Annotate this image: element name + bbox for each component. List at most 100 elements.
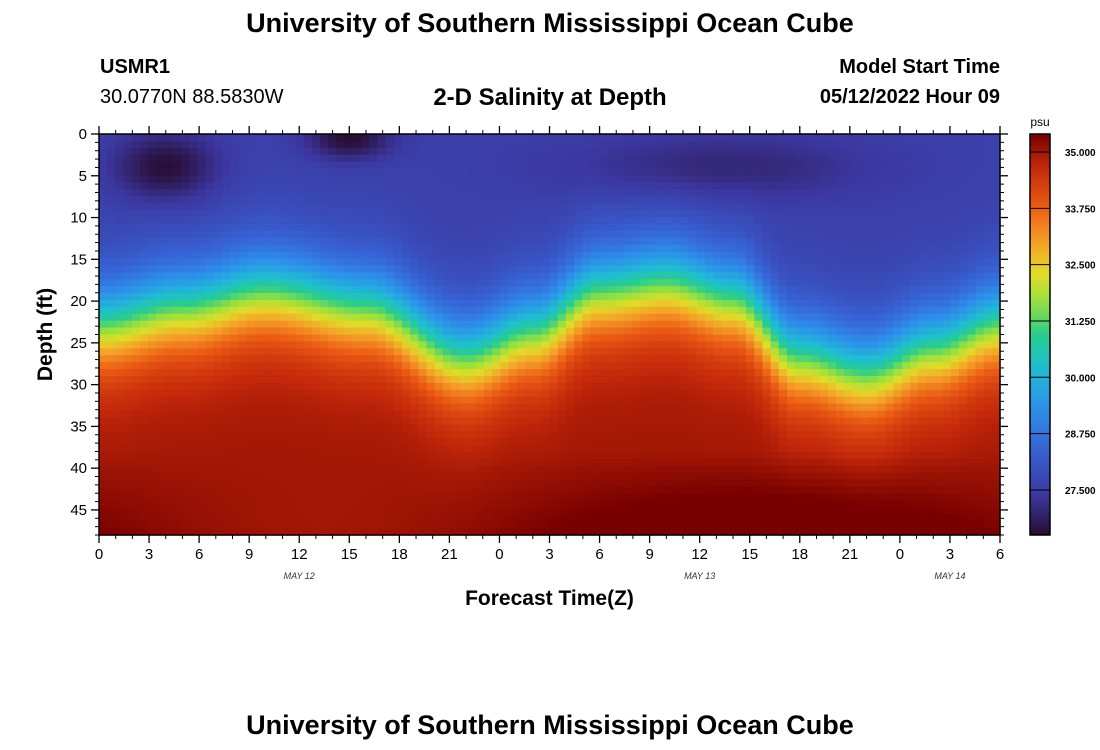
heatmap-cell (467, 182, 477, 190)
heatmap-cell (238, 147, 248, 156)
heatmap-cell (131, 293, 141, 301)
heatmap-cell (410, 369, 420, 377)
heatmap-cell (787, 161, 796, 170)
heatmap-cell (451, 251, 460, 260)
heatmap-cell (557, 417, 567, 425)
heatmap-cell (197, 472, 207, 481)
heatmap-cell (631, 382, 641, 391)
heatmap-cell (344, 445, 354, 453)
heatmap-cell (434, 237, 444, 246)
heatmap-cell (451, 369, 460, 377)
heatmap-cell (647, 327, 657, 336)
heatmap-cell (426, 334, 436, 343)
heatmap-cell (131, 507, 141, 515)
heatmap-cell (385, 452, 395, 460)
heatmap-cell (434, 286, 444, 294)
heatmap-cell (623, 458, 633, 467)
heatmap-cell (721, 507, 731, 515)
heatmap-cell (795, 189, 805, 197)
heatmap-cell (557, 313, 567, 322)
heatmap-cell (336, 410, 346, 419)
heatmap-cell (254, 486, 264, 495)
heatmap-cell (369, 182, 379, 190)
heatmap-cell (795, 514, 805, 522)
heatmap-cell (688, 452, 698, 460)
heatmap-cell (615, 147, 624, 156)
heatmap-cell (221, 293, 231, 301)
heatmap-cell (475, 168, 485, 177)
heatmap-cell (352, 375, 362, 384)
heatmap-cell (524, 196, 534, 204)
heatmap-cell (623, 472, 633, 481)
heatmap-cell (311, 210, 321, 218)
heatmap-cell (180, 279, 190, 287)
heatmap-cell (557, 258, 567, 266)
heatmap-cell (197, 438, 207, 446)
heatmap-cell (574, 389, 583, 398)
heatmap-cell (754, 465, 764, 474)
heatmap-cell (271, 293, 280, 301)
heatmap-cell (336, 293, 346, 301)
heatmap-cell (639, 500, 649, 508)
heatmap-cell (696, 230, 706, 239)
heatmap-cell (271, 223, 280, 232)
heatmap-cell (500, 528, 510, 536)
heatmap-cell (590, 203, 600, 211)
heatmap-cell (426, 417, 436, 425)
heatmap-cell (434, 196, 444, 204)
heatmap-cell (582, 417, 592, 425)
heatmap-cell (680, 445, 690, 453)
heatmap-cell (492, 355, 501, 363)
heatmap-cell (688, 410, 698, 419)
heatmap-cell (705, 306, 714, 315)
heatmap-cell (180, 147, 190, 156)
heatmap-cell (746, 417, 755, 425)
heatmap-cell (533, 465, 542, 474)
heatmap-cell (508, 493, 518, 502)
heatmap-cell (459, 182, 469, 190)
heatmap-cell (746, 140, 755, 149)
heatmap-cell (426, 306, 436, 315)
heatmap-cell (680, 286, 690, 294)
heatmap-cell (295, 472, 305, 481)
heatmap-cell (434, 272, 444, 280)
heatmap-cell (123, 375, 133, 384)
heatmap-cell (713, 528, 723, 536)
heatmap-cell (729, 424, 739, 432)
heatmap-cell (385, 258, 395, 266)
heatmap-cell (639, 237, 649, 246)
heatmap-cell (729, 216, 739, 225)
heatmap-cell (238, 389, 248, 398)
heatmap-cell (795, 168, 805, 177)
heatmap-cell (590, 431, 600, 439)
heatmap-cell (377, 458, 387, 467)
heatmap-cell (254, 465, 264, 474)
heatmap-cell (344, 438, 354, 446)
heatmap-cell (377, 175, 387, 183)
heatmap-cell (795, 134, 805, 142)
heatmap-cell (426, 382, 436, 391)
heatmap-cell (221, 216, 231, 225)
heatmap-cell (262, 465, 272, 474)
heatmap-cell (123, 445, 133, 453)
heatmap-cell (705, 431, 714, 439)
heatmap-cell (123, 417, 133, 425)
heatmap-cell (262, 237, 272, 246)
heatmap-cell (615, 514, 624, 522)
heatmap-cell (287, 286, 297, 294)
heatmap-cell (762, 424, 772, 432)
heatmap-cell (746, 134, 755, 142)
heatmap-cell (148, 168, 157, 177)
heatmap-cell (131, 438, 141, 446)
heatmap-cell (230, 230, 239, 239)
heatmap-cell (615, 410, 624, 419)
heatmap-cell (451, 521, 460, 529)
heatmap-cell (672, 493, 682, 502)
heatmap-cell (737, 410, 747, 419)
heatmap-cell (148, 265, 157, 273)
heatmap-cell (213, 403, 223, 412)
heatmap-cell (336, 272, 346, 280)
heatmap-cell (655, 334, 665, 343)
heatmap-cell (434, 479, 444, 488)
heatmap-cell (762, 431, 772, 439)
